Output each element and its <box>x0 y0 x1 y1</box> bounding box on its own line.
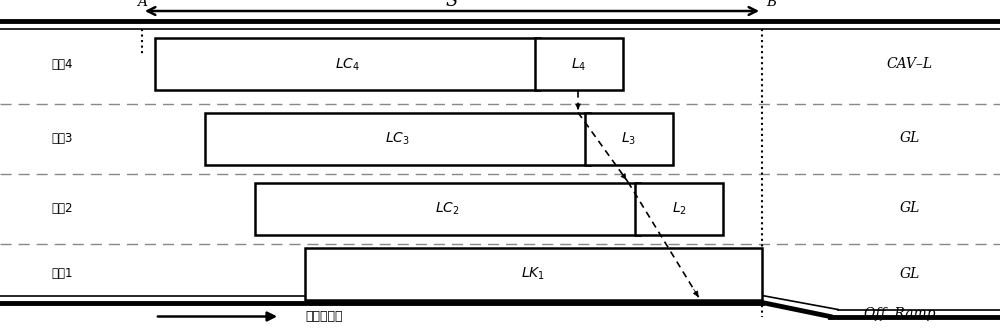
Text: $LK_1$: $LK_1$ <box>521 265 546 282</box>
Text: CAV–L: CAV–L <box>887 58 933 71</box>
Bar <box>585 113 673 165</box>
Text: S: S <box>446 0 458 10</box>
Bar <box>635 182 723 234</box>
Text: GL: GL <box>900 131 920 146</box>
Text: B: B <box>766 0 776 9</box>
Bar <box>155 38 540 90</box>
Text: 广道1: 广道1 <box>51 267 73 280</box>
Text: $L_2$: $L_2$ <box>672 200 686 217</box>
Text: $LC_4$: $LC_4$ <box>335 56 360 73</box>
Text: $LC_3$: $LC_3$ <box>385 130 410 147</box>
Text: $L_3$: $L_3$ <box>621 130 637 147</box>
Text: 车道3: 车道3 <box>51 132 73 145</box>
Text: 交通流方向: 交通流方向 <box>305 310 342 323</box>
Text: GL: GL <box>900 266 920 280</box>
Bar <box>205 113 590 165</box>
Text: GL: GL <box>900 202 920 215</box>
Bar <box>535 38 623 90</box>
Bar <box>255 182 640 234</box>
Bar <box>305 248 762 300</box>
Text: 车道4: 车道4 <box>51 58 73 71</box>
Text: $LC_2$: $LC_2$ <box>435 200 460 217</box>
Text: $L_4$: $L_4$ <box>571 56 587 73</box>
Text: Off  Ramp: Off Ramp <box>864 307 936 321</box>
Text: A: A <box>137 0 147 9</box>
Text: 车道2: 车道2 <box>51 202 73 215</box>
